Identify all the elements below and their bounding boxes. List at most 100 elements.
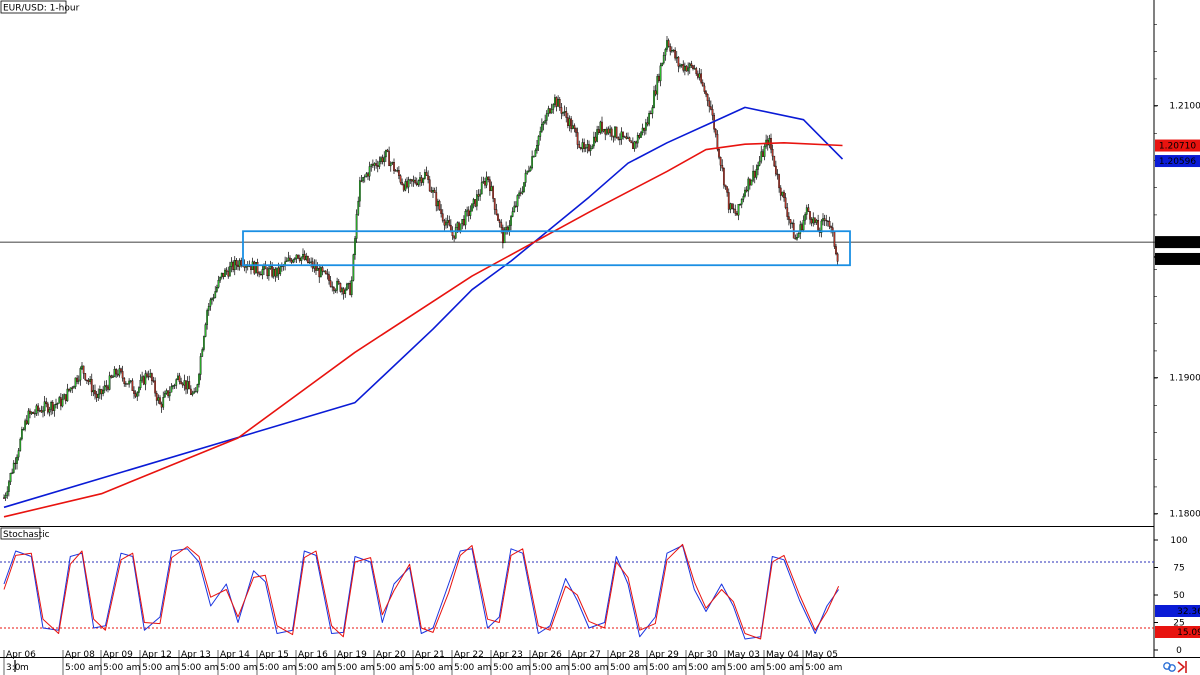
candle[interactable]	[59, 393, 62, 411]
candle[interactable]	[596, 125, 598, 143]
candle[interactable]	[820, 219, 823, 238]
candle[interactable]	[817, 214, 819, 231]
candle[interactable]	[441, 209, 444, 223]
candle[interactable]	[386, 148, 389, 153]
candle[interactable]	[571, 119, 574, 130]
candle[interactable]	[823, 214, 826, 226]
candle[interactable]	[191, 390, 194, 397]
candle[interactable]	[345, 282, 348, 291]
candle[interactable]	[165, 388, 168, 395]
candle[interactable]	[677, 56, 680, 73]
candle[interactable]	[544, 114, 546, 125]
candle[interactable]	[649, 110, 652, 115]
candle[interactable]	[443, 218, 446, 231]
candle[interactable]	[56, 402, 59, 409]
candle[interactable]	[162, 391, 165, 410]
candle[interactable]	[128, 378, 131, 388]
candle[interactable]	[24, 418, 26, 432]
candle[interactable]	[305, 252, 308, 262]
candle[interactable]	[289, 255, 291, 263]
candle[interactable]	[428, 175, 431, 192]
candle[interactable]	[97, 388, 100, 402]
candle[interactable]	[410, 179, 413, 187]
candle[interactable]	[79, 366, 82, 386]
candle[interactable]	[43, 396, 46, 417]
candle[interactable]	[33, 409, 36, 418]
candle[interactable]	[545, 110, 548, 125]
candle[interactable]	[620, 127, 623, 145]
candle[interactable]	[360, 175, 363, 183]
candle[interactable]	[120, 367, 122, 374]
candle[interactable]	[371, 159, 374, 169]
candle[interactable]	[534, 148, 537, 157]
candle[interactable]	[357, 196, 360, 216]
candle[interactable]	[628, 136, 631, 142]
candle[interactable]	[510, 215, 512, 231]
candle[interactable]	[336, 277, 338, 294]
candle[interactable]	[666, 36, 668, 52]
candle[interactable]	[190, 385, 192, 395]
candle[interactable]	[705, 89, 707, 98]
candle[interactable]	[141, 371, 144, 383]
candle[interactable]	[279, 265, 282, 277]
candle[interactable]	[20, 426, 23, 441]
candle[interactable]	[427, 170, 429, 184]
candle[interactable]	[397, 166, 400, 180]
candle[interactable]	[495, 203, 498, 216]
candle[interactable]	[423, 169, 426, 180]
candle[interactable]	[797, 232, 800, 238]
candle[interactable]	[42, 406, 44, 418]
candle[interactable]	[706, 93, 709, 107]
candle[interactable]	[779, 185, 782, 201]
candle[interactable]	[648, 110, 650, 127]
candle[interactable]	[445, 217, 447, 229]
candle[interactable]	[497, 213, 499, 221]
candle[interactable]	[17, 448, 20, 461]
candle[interactable]	[412, 175, 415, 187]
candle[interactable]	[708, 97, 711, 113]
candle[interactable]	[742, 193, 745, 203]
candle[interactable]	[308, 258, 311, 264]
candle[interactable]	[448, 215, 451, 227]
candle[interactable]	[293, 257, 296, 263]
candle[interactable]	[151, 372, 153, 385]
candle[interactable]	[193, 387, 196, 394]
candle[interactable]	[519, 187, 522, 197]
candle[interactable]	[339, 282, 342, 293]
candle[interactable]	[45, 397, 48, 408]
candle[interactable]	[168, 386, 171, 401]
candle[interactable]	[321, 265, 324, 276]
candle[interactable]	[82, 365, 85, 379]
candle[interactable]	[719, 156, 722, 171]
candle[interactable]	[225, 267, 228, 275]
candle[interactable]	[558, 97, 561, 111]
candle[interactable]	[373, 162, 376, 171]
candle[interactable]	[347, 282, 350, 290]
candle[interactable]	[51, 400, 54, 415]
candle[interactable]	[68, 388, 70, 393]
candle[interactable]	[768, 134, 771, 149]
candle[interactable]	[630, 140, 633, 144]
candle[interactable]	[329, 276, 332, 288]
candle[interactable]	[735, 210, 738, 216]
candle[interactable]	[789, 218, 792, 229]
candle[interactable]	[464, 209, 467, 230]
candle[interactable]	[112, 374, 114, 378]
candle[interactable]	[110, 374, 113, 379]
candle[interactable]	[800, 222, 803, 232]
candle[interactable]	[107, 384, 109, 393]
candle[interactable]	[297, 254, 299, 260]
candle[interactable]	[488, 176, 491, 196]
candle[interactable]	[230, 257, 233, 273]
candle[interactable]	[438, 199, 441, 211]
candle[interactable]	[142, 375, 145, 386]
candle[interactable]	[30, 411, 33, 415]
candle[interactable]	[129, 380, 132, 384]
candle[interactable]	[739, 203, 741, 206]
candle[interactable]	[381, 154, 384, 165]
candle[interactable]	[99, 385, 101, 400]
candle[interactable]	[108, 371, 111, 391]
candle[interactable]	[466, 206, 468, 217]
support-zone-box[interactable]	[242, 230, 851, 267]
candle[interactable]	[76, 375, 79, 385]
